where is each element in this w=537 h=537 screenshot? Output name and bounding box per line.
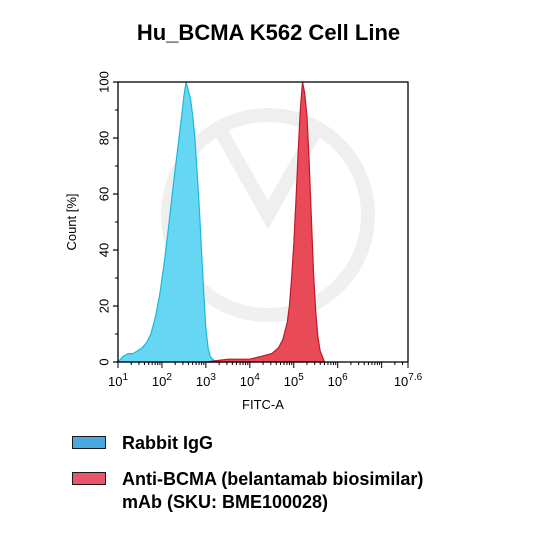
x-axis-label: FITC-A — [242, 397, 284, 412]
series-anti-bcma-area — [205, 81, 326, 363]
legend-label-anti-bcma-line2: mAb (SKU: BME100028) — [122, 492, 329, 512]
series-rabbit-igg-area — [116, 81, 219, 363]
y-tick-label: 40 — [96, 243, 111, 257]
y-tick-label: 100 — [96, 71, 111, 93]
legend-label-anti-bcma-line1: Anti-BCMA (belantamab biosimilar) — [122, 469, 424, 489]
legend-item-anti-bcma: Anti-BCMA (belantamab biosimilar) mAb (S… — [72, 468, 423, 514]
legend-swatch-anti-bcma — [72, 472, 106, 485]
legend-label-rabbit-igg: Rabbit IgG — [122, 433, 213, 453]
x-tick-label: 107.6 — [394, 372, 423, 389]
chart-title: Hu_BCMA K562 Cell Line — [136, 20, 401, 45]
x-tick-label: 105 — [284, 372, 304, 389]
x-tick-label: 102 — [152, 372, 172, 389]
y-tick-label: 60 — [96, 187, 111, 201]
histogram-plot: 0 20 40 60 80 100 101 102 103 104 105 106 107.6 FITC-… — [64, 71, 423, 412]
legend-label-anti-bcma: Anti-BCMA (belantamab biosimilar) mAb (S… — [122, 468, 423, 514]
x-tick-label: 104 — [240, 372, 260, 389]
x-tick-label: 101 — [108, 372, 128, 389]
y-tick-label: 80 — [96, 131, 111, 145]
axis-layer: 0 20 40 60 80 100 101 102 103 104 105 106 107.6 FITC-… — [64, 71, 423, 412]
series-layer — [116, 81, 326, 363]
y-tick-label: 20 — [96, 299, 111, 313]
legend-swatch-rabbit-igg — [72, 436, 106, 449]
legend-item-rabbit-igg: Rabbit IgG — [72, 432, 213, 455]
y-axis-label: Count [%] — [64, 193, 79, 250]
x-tick-label: 106 — [328, 372, 348, 389]
y-tick-label: 0 — [96, 358, 111, 365]
x-tick-label: 103 — [196, 372, 216, 389]
